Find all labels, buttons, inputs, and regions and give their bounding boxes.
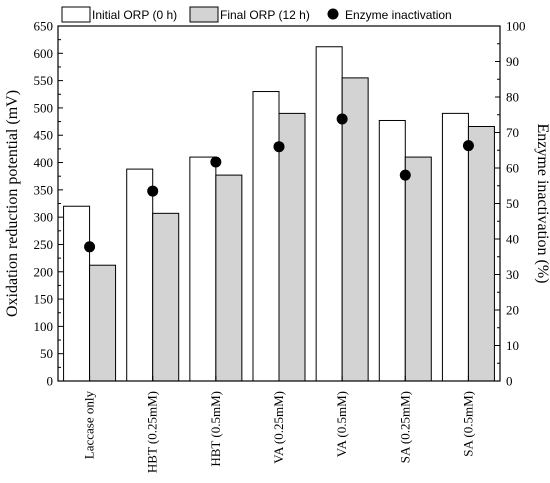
legend-label-final-orp: Final ORP (12 h) <box>220 8 310 22</box>
bar-initial-orp-0-h-sa-0-25mm <box>378 119 406 382</box>
bar-initial-orp-0-h-sa-0-5mm <box>441 112 469 382</box>
left-tick-label: 250 <box>34 237 54 252</box>
legend-marker-enzyme-inactivation <box>327 8 339 20</box>
right-tick-label: 90 <box>506 54 519 69</box>
point-enzyme-inactivation-va-0-25mm <box>273 141 285 153</box>
x-tick-label-hbt-0-5mm: HBT (0.5mM) <box>208 391 223 467</box>
point-enzyme-inactivation-va-0-5mm <box>336 113 348 125</box>
point-enzyme-inactivation-hbt-0-5mm <box>210 156 222 168</box>
x-tick-label-sa-0-25mm: SA (0.25mM) <box>397 391 412 463</box>
left-tick-label: 500 <box>34 100 54 115</box>
bar-initial-orp-0-h-hbt-0-25mm <box>126 168 154 382</box>
left-y-axis: 0 50 100 150 200 250 300 350 400 450 500 550 600 650 <box>34 19 63 389</box>
left-tick-label: 450 <box>34 128 54 143</box>
bars-layer <box>63 46 495 382</box>
bar-final-orp-12-h-va-0-5mm <box>341 77 369 382</box>
legend-swatch-initial-orp <box>61 6 91 23</box>
bar-final-orp-12-h-sa-0-5mm <box>467 125 495 382</box>
right-axis-title: Enzyme inactivation (%) <box>534 124 550 284</box>
bar-final-orp-12-h-va-0-25mm <box>278 112 306 382</box>
left-tick-label: 50 <box>40 346 53 361</box>
left-tick-label: 600 <box>34 46 54 61</box>
right-tick-label: 0 <box>506 374 513 389</box>
x-axis: Laccase only HBT (0.25mM) HBT (0.5mM) VA (0… <box>82 376 475 473</box>
point-enzyme-inactivation-sa-0-25mm <box>399 169 411 181</box>
left-tick-label: 300 <box>34 210 54 225</box>
point-enzyme-inactivation-laccase-only <box>84 241 96 253</box>
left-tick-label: 200 <box>34 264 54 279</box>
left-axis-title: Oxidation reduction potential (mV) <box>4 90 21 317</box>
point-enzyme-inactivation-hbt-0-25mm <box>147 185 159 197</box>
left-tick-label: 650 <box>34 19 54 34</box>
left-tick-label: 400 <box>34 155 54 170</box>
bar-initial-orp-0-h-hbt-0-5mm <box>189 156 217 382</box>
bar-final-orp-12-h-laccase-only <box>89 264 117 382</box>
points-layer <box>84 113 474 253</box>
bar-initial-orp-0-h-va-0-25mm <box>252 91 280 382</box>
right-tick-label: 40 <box>506 232 519 247</box>
left-tick-label: 150 <box>34 292 54 307</box>
right-tick-label: 70 <box>506 125 519 140</box>
bar-initial-orp-0-h-va-0-5mm <box>315 46 343 382</box>
legend-label-enzyme-inactivation: Enzyme inactivation <box>345 8 452 22</box>
x-tick-label-sa-0-5mm: SA (0.5mM) <box>460 391 475 457</box>
left-tick-label: 0 <box>47 374 54 389</box>
right-tick-label: 20 <box>506 303 519 318</box>
right-tick-label: 50 <box>506 196 519 211</box>
point-enzyme-inactivation-sa-0-5mm <box>462 140 474 152</box>
bar-final-orp-12-h-hbt-0-25mm <box>152 212 180 382</box>
left-tick-label: 100 <box>34 319 54 334</box>
right-tick-label: 10 <box>506 338 519 353</box>
right-y-axis: 0 10 20 30 40 50 60 70 80 90 100 <box>495 19 526 389</box>
legend-swatch-final-orp <box>189 6 219 23</box>
legend-label-initial-orp: Initial ORP (0 h) <box>92 8 177 22</box>
left-tick-label: 550 <box>34 73 54 88</box>
right-tick-label: 60 <box>506 161 519 176</box>
bar-final-orp-12-h-sa-0-25mm <box>404 156 432 382</box>
x-tick-label-hbt-0-25mm: HBT (0.25mM) <box>145 391 160 473</box>
x-tick-label-va-0-5mm: VA (0.5mM) <box>334 391 349 457</box>
x-tick-label-va-0-25mm: VA (0.25mM) <box>271 391 286 464</box>
x-tick-label-laccase-only: Laccase only <box>82 391 97 460</box>
bar-final-orp-12-h-hbt-0-5mm <box>215 174 243 382</box>
left-tick-label: 350 <box>34 182 54 197</box>
legend: Initial ORP (0 h) Final ORP (12 h) Enzym… <box>61 6 452 23</box>
right-tick-label: 100 <box>506 19 526 34</box>
right-tick-label: 30 <box>506 267 519 282</box>
right-tick-label: 80 <box>506 90 519 105</box>
bar-initial-orp-0-h-laccase-only <box>63 205 91 382</box>
